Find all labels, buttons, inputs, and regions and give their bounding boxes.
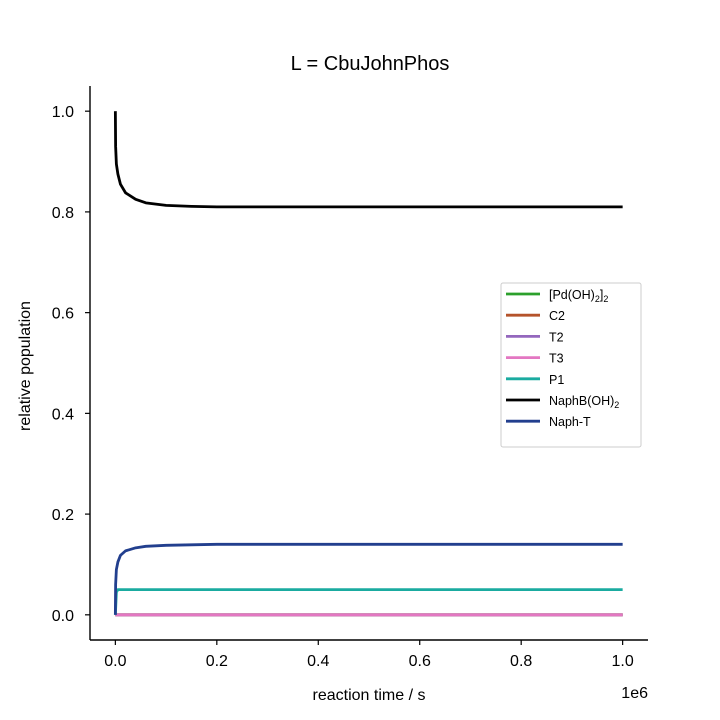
legend-label: P1 <box>549 373 564 387</box>
chart-title: L = CbuJohnPhos <box>291 53 450 75</box>
x-offset-label: 1e6 <box>621 685 648 702</box>
legend-label: Naph-T <box>549 415 591 429</box>
y-tick-label: 0.2 <box>52 507 74 524</box>
x-tick-label: 1.0 <box>612 653 634 670</box>
legend-frame <box>500 282 642 448</box>
x-tick-label: 0.0 <box>104 653 126 670</box>
x-ticks: 0.0 0.2 0.4 0.6 0.8 1.0 <box>104 640 634 670</box>
x-tick-label: 0.2 <box>206 653 228 670</box>
legend-label: NaphB(OH)2 <box>549 394 619 410</box>
y-axis-label: relative population <box>17 301 34 431</box>
legend: [Pd(OH)2]2 C2 T2 T3 P1 NaphB(OH)2 Naph-T <box>500 282 642 448</box>
y-ticks: 0.0 0.2 0.4 0.6 0.8 1.0 <box>52 104 90 625</box>
y-tick-label: 0.0 <box>52 608 74 625</box>
y-tick-label: 0.6 <box>52 306 74 323</box>
y-tick-label: 0.4 <box>52 406 74 423</box>
series-line-6 <box>113 111 623 209</box>
series-line-7 <box>113 542 623 615</box>
legend-label: T3 <box>549 352 564 366</box>
x-tick-label: 0.8 <box>510 653 532 670</box>
legend-items: [Pd(OH)2]2 C2 T2 T3 P1 NaphB(OH)2 Naph-T <box>506 288 619 429</box>
y-tick-label: 1.0 <box>52 104 74 121</box>
y-tick-label: 0.8 <box>52 205 74 222</box>
legend-label: T2 <box>549 330 564 344</box>
legend-label: C2 <box>549 309 565 323</box>
x-axis-label: reaction time / s <box>313 687 426 704</box>
x-tick-label: 0.4 <box>307 653 329 670</box>
series-line-5 <box>113 588 623 615</box>
x-tick-label: 0.6 <box>409 653 431 670</box>
series-layer <box>113 111 623 617</box>
legend-label: [Pd(OH)2]2 <box>549 288 608 304</box>
